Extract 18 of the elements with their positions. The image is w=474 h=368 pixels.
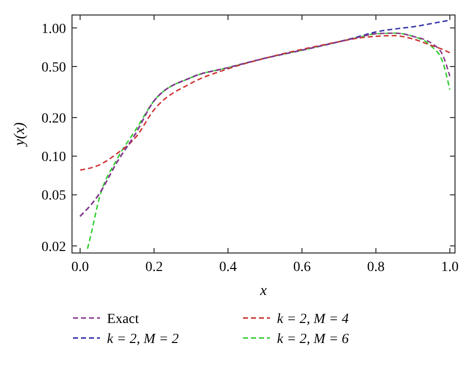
y-tick-label: 0.10: [42, 150, 66, 166]
legend-label: k = 2, M = 6: [277, 332, 349, 347]
x-tick-label: 0.8: [367, 260, 385, 275]
y-tick-label: 0.50: [42, 60, 66, 76]
y-tick-label: 0.02: [42, 240, 66, 255]
x-tick-label: 1.0: [441, 260, 459, 275]
x-tick-label: 0.2: [145, 260, 163, 275]
y-tick-label: 1.00: [42, 22, 66, 37]
x-tick-label: 0.6: [293, 260, 311, 275]
legend-label: k = 2, M = 2: [107, 332, 179, 347]
y-tick-label: 0.20: [42, 111, 66, 126]
legend-label: Exact: [107, 312, 139, 327]
x-tick-label: 0.4: [219, 260, 237, 275]
legend-label: k = 2, M = 4: [277, 312, 349, 327]
y-tick-label: 0.05: [42, 188, 66, 204]
y-axis-title: y(x): [12, 122, 28, 148]
x-axis-title: x: [259, 283, 268, 299]
x-tick-label: 0.0: [71, 260, 89, 275]
